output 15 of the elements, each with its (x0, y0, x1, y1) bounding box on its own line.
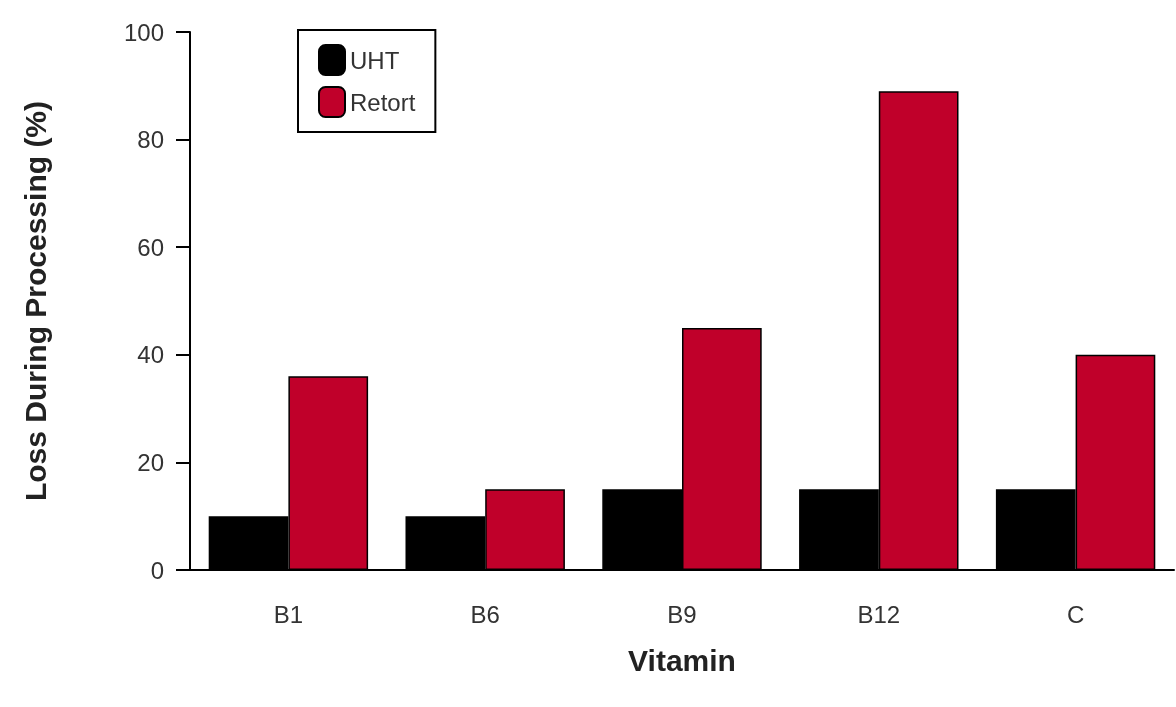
legend-label: UHT (350, 46, 400, 74)
y-tick-label: 20 (137, 448, 164, 476)
x-tick-label: B12 (857, 600, 901, 628)
y-tick-label: 60 (137, 233, 164, 261)
y-axis-title: Loss During Processing (%) (18, 100, 52, 502)
y-tick-label: 40 (137, 341, 164, 369)
x-tick-label: B9 (667, 600, 697, 628)
y-tick-label: 0 (150, 556, 164, 584)
x-axis-title: Vitamin (628, 643, 736, 677)
y-tick-label: 100 (123, 18, 164, 46)
x-tick-label: B6 (470, 600, 500, 628)
x-tick-label: B1 (273, 600, 304, 628)
legend-label: Retort (350, 88, 416, 116)
x-tick-label: C (1066, 600, 1085, 628)
y-tick-label: 80 (137, 126, 164, 154)
